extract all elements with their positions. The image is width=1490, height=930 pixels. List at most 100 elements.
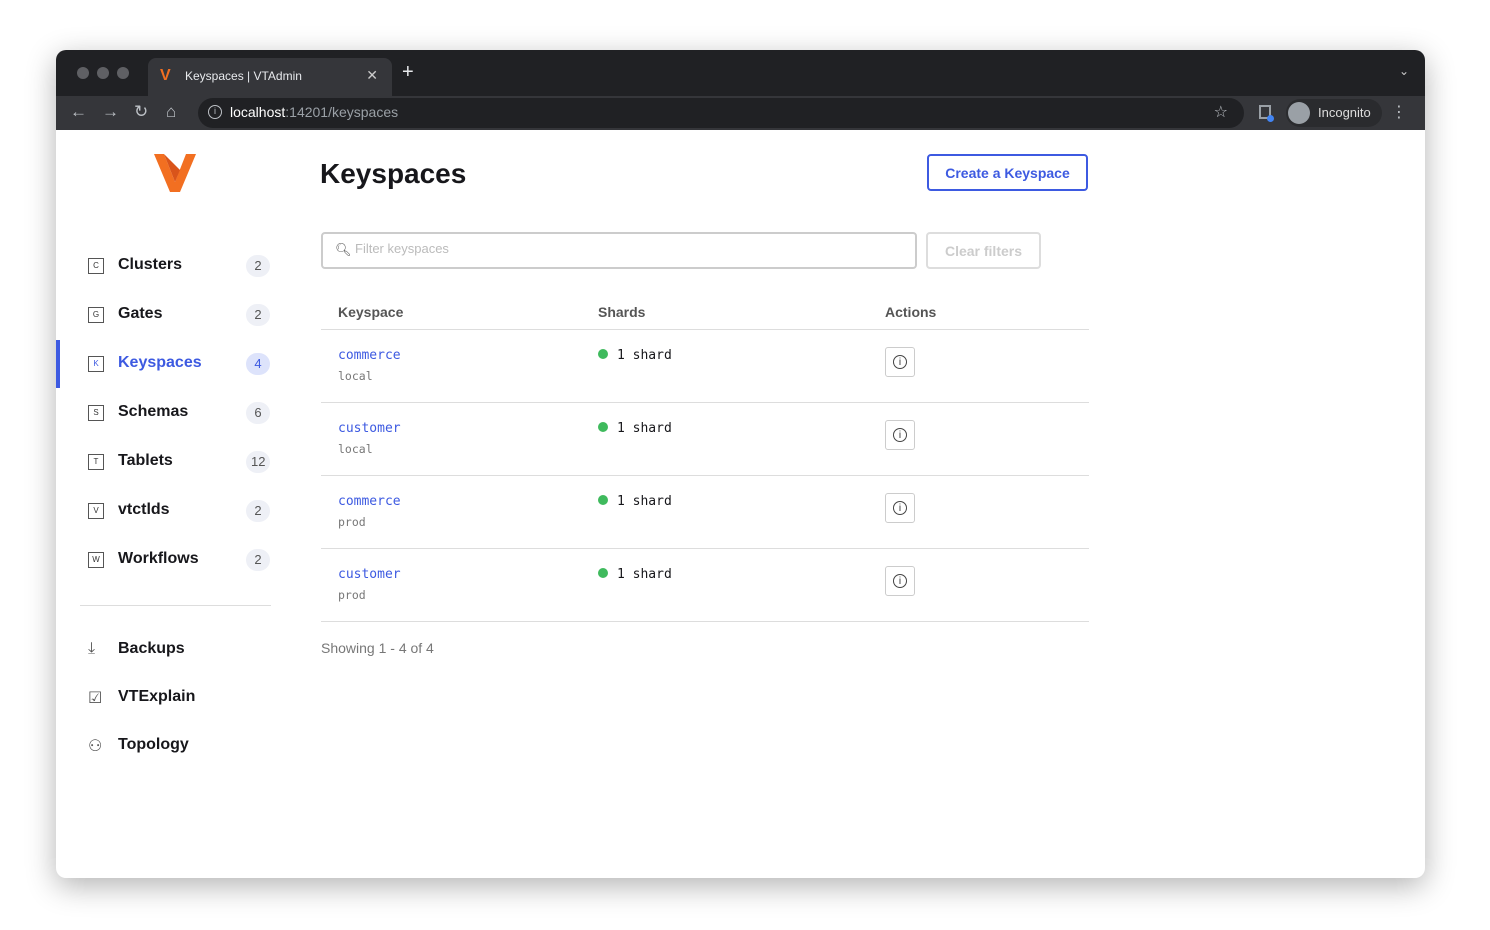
shard-count: 1 shard [617, 494, 672, 509]
keyspaces-table: Keyspace Shards Actions commerce local 1 s… [321, 298, 1089, 622]
cluster-name: prod [338, 588, 366, 602]
shard-count: 1 shard [617, 348, 672, 363]
sidebar-item-workflows[interactable]: W Workflows 2 [56, 536, 286, 584]
status-dot [598, 349, 608, 359]
sidebar-item-label: Clusters [118, 256, 183, 273]
sidebar-item-label: Tablets [118, 452, 173, 469]
shard-count: 1 shard [617, 567, 672, 582]
minimize-window-button[interactable] [97, 67, 109, 79]
sidebar-item-label: Workflows [118, 550, 199, 567]
sidebar-item-vtexplain[interactable]: ☑ VTExplain [56, 674, 286, 722]
info-button[interactable] [885, 493, 915, 523]
sidebar-item-label: Gates [118, 305, 163, 322]
sidebar-item-tablets[interactable]: T Tablets 12 [56, 438, 286, 486]
keyspace-link[interactable]: commerce [338, 348, 401, 363]
shard-status: 1 shard [598, 567, 672, 582]
close-tab-icon[interactable]: ✕ [366, 67, 378, 83]
extension-icon[interactable] [1259, 105, 1274, 122]
shard-count: 1 shard [617, 421, 672, 436]
sidebar-item-label: Topology [118, 736, 189, 753]
close-window-button[interactable] [77, 67, 89, 79]
info-button[interactable] [885, 566, 915, 596]
letter-key-icon: K [88, 356, 104, 372]
search-icon: 🔍︎ [335, 242, 352, 257]
address-bar[interactable]: i localhost:14201/keyspaces ☆ [198, 98, 1244, 128]
active-indicator [56, 340, 60, 388]
keyspace-link[interactable]: commerce [338, 494, 401, 509]
count-badge: 2 [246, 255, 270, 277]
maximize-window-button[interactable] [117, 67, 129, 79]
column-shards: Shards [598, 304, 646, 320]
cluster-name: local [338, 369, 373, 383]
topology-icon: ⚇ [88, 738, 103, 755]
forward-icon[interactable]: → [102, 102, 119, 121]
letter-key-icon: S [88, 405, 104, 421]
sidebar-item-keyspaces[interactable]: K Keyspaces 4 [56, 340, 286, 388]
sidebar-item-gates[interactable]: G Gates 2 [56, 291, 286, 339]
keyspace-link[interactable]: customer [338, 567, 401, 582]
info-button[interactable] [885, 347, 915, 377]
table-row: customer prod 1 shard [321, 549, 1089, 622]
status-dot [598, 568, 608, 578]
keyspace-link[interactable]: customer [338, 421, 401, 436]
table-row: customer local 1 shard [321, 403, 1089, 476]
table-header: Keyspace Shards Actions [321, 298, 1089, 330]
page-title: Keyspaces [320, 158, 467, 189]
table-row: commerce prod 1 shard [321, 476, 1089, 549]
sidebar-item-backups[interactable]: ⤓ Backups [56, 626, 286, 674]
column-actions: Actions [885, 304, 937, 320]
letter-key-icon: C [88, 258, 104, 274]
filter-field[interactable]: 🔍︎ [321, 232, 917, 269]
count-badge: 2 [246, 304, 270, 326]
tab-strip: V Keyspaces | VTAdmin ✕ + ⌄ [56, 50, 1425, 96]
tab-title: Keyspaces | VTAdmin [185, 69, 302, 83]
vitess-logo[interactable] [154, 152, 196, 194]
count-badge: 4 [246, 353, 270, 375]
profile-label: Incognito [1318, 105, 1371, 120]
kebab-menu-icon[interactable]: ⋮ [1391, 104, 1407, 121]
cluster-name: local [338, 442, 373, 456]
sidebar-divider [80, 605, 271, 606]
count-badge: 12 [246, 451, 271, 473]
new-tab-icon[interactable]: + [402, 61, 414, 83]
letter-key-icon: W [88, 552, 104, 568]
filter-keyspaces-input[interactable] [355, 241, 895, 256]
letter-key-icon: T [88, 454, 104, 470]
count-badge: 6 [246, 402, 270, 424]
bookmark-star-icon[interactable]: ☆ [1213, 104, 1228, 121]
table-row: commerce local 1 shard [321, 330, 1089, 403]
app: C Clusters 2 G Gates 2 K Keyspaces 4 S Schemas 6 T Ta… [56, 130, 1425, 878]
cluster-name: prod [338, 515, 366, 529]
sidebar-item-label: Backups [118, 640, 185, 657]
profile-button[interactable]: Incognito [1286, 99, 1382, 127]
url-host: localhost [230, 104, 286, 120]
vitess-favicon-icon: V [160, 67, 171, 84]
info-icon[interactable]: i [208, 105, 222, 119]
sidebar-item-label: Keyspaces [118, 354, 202, 371]
clear-filters-button[interactable]: Clear filters [926, 232, 1041, 269]
sidebar-item-label: vtctlds [118, 501, 170, 518]
browser-toolbar: ← → ↻ ⌂ i localhost:14201/keyspaces ☆ In… [56, 96, 1425, 130]
sidebar-item-schemas[interactable]: S Schemas 6 [56, 389, 286, 437]
letter-key-icon: V [88, 503, 104, 519]
browser-window: V Keyspaces | VTAdmin ✕ + ⌄ ← → ↻ ⌂ i lo… [56, 50, 1425, 878]
shard-status: 1 shard [598, 421, 672, 436]
home-icon[interactable]: ⌂ [166, 102, 177, 121]
back-icon[interactable]: ← [70, 102, 87, 121]
chevron-down-icon[interactable]: ⌄ [1398, 64, 1409, 78]
download-icon: ⤓ [88, 640, 96, 657]
incognito-icon [1288, 102, 1310, 124]
create-keyspace-button[interactable]: Create a Keyspace [927, 154, 1088, 191]
sidebar-item-topology[interactable]: ⚇ Topology [56, 722, 286, 770]
pagination-status: Showing 1 - 4 of 4 [321, 640, 434, 656]
browser-tab[interactable]: V Keyspaces | VTAdmin ✕ [148, 58, 392, 96]
sidebar-item-clusters[interactable]: C Clusters 2 [56, 242, 286, 290]
status-dot [598, 495, 608, 505]
info-button[interactable] [885, 420, 915, 450]
column-keyspace: Keyspace [338, 304, 404, 320]
reload-icon[interactable]: ↻ [134, 102, 149, 121]
count-badge: 2 [246, 500, 270, 522]
count-badge: 2 [246, 549, 270, 571]
status-dot [598, 422, 608, 432]
